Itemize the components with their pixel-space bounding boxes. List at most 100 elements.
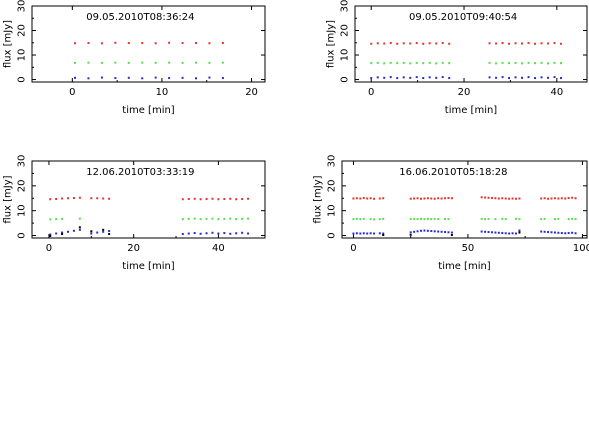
data-point (494, 218, 497, 221)
data-point (61, 197, 64, 200)
data-point (433, 197, 436, 200)
data-point (514, 76, 517, 79)
data-point (102, 230, 105, 233)
data-point (369, 218, 372, 221)
data-point (557, 197, 560, 200)
data-point (422, 62, 425, 65)
panel-timestamp: 09.05.2010T08:36:24 (86, 12, 194, 23)
data-point (370, 77, 373, 80)
data-point (527, 76, 530, 79)
x-tick-label: 20 (127, 243, 140, 254)
data-point (127, 61, 130, 64)
data-point (428, 42, 431, 45)
data-point (437, 197, 440, 200)
series-4 (49, 226, 111, 238)
data-point (389, 61, 392, 64)
data-point (560, 232, 563, 235)
data-point (114, 41, 117, 44)
data-point (547, 76, 550, 79)
data-point (534, 77, 537, 80)
y-tick-label: 10 (327, 204, 338, 217)
series-2 (49, 217, 250, 221)
data-point (441, 42, 444, 45)
data-point (247, 217, 250, 220)
data-point (564, 197, 567, 200)
data-point (488, 61, 491, 64)
data-point (501, 232, 504, 235)
data-point (547, 62, 550, 65)
panel-2: 0 20 40 0 10 20 30 time [min] flux [mJy] 09.05.20… (326, 0, 588, 116)
data-point (423, 197, 426, 200)
data-point (378, 232, 381, 235)
data-point (187, 198, 190, 201)
data-point (366, 197, 369, 200)
y-tick-label: 0 (17, 232, 28, 238)
data-point (501, 42, 504, 45)
data-point (564, 232, 567, 235)
data-point (389, 76, 392, 79)
data-point (514, 42, 517, 45)
data-point (352, 197, 355, 200)
y-axis-label: flux [mJy] (313, 175, 324, 223)
panel-4: 0 50 100 0 10 20 30 time [min] flux [mJy] 16.06.2… (313, 155, 589, 272)
data-point (208, 61, 211, 64)
data-point (78, 226, 81, 229)
series-2 (352, 217, 577, 221)
data-point (518, 218, 521, 221)
data-point (355, 217, 358, 220)
data-point (487, 231, 490, 234)
data-point (553, 76, 556, 79)
data-point (553, 42, 556, 45)
data-point (102, 228, 105, 231)
data-point (383, 76, 386, 79)
data-point (409, 233, 412, 236)
data-point (416, 218, 419, 221)
data-point (527, 61, 530, 64)
data-point (211, 217, 214, 220)
data-point (422, 42, 425, 45)
data-point (527, 42, 530, 45)
series-1 (74, 41, 224, 45)
data-point (433, 217, 436, 220)
data-point (181, 233, 184, 236)
data-point (114, 61, 117, 64)
data-point (428, 61, 431, 64)
data-point (444, 231, 447, 234)
data-point (154, 76, 157, 79)
data-point (168, 61, 171, 64)
data-point (435, 76, 438, 79)
data-point (376, 42, 379, 45)
data-point (67, 230, 70, 233)
x-tick-label: 0 (350, 243, 356, 254)
data-point (396, 42, 399, 45)
data-point (440, 230, 443, 233)
series-3 (352, 229, 577, 235)
data-point (571, 231, 574, 234)
x-tick-label: 0 (46, 243, 52, 254)
data-point (100, 42, 103, 45)
x-tick-label: 50 (462, 243, 475, 254)
data-point (205, 198, 208, 201)
data-point (223, 217, 226, 220)
data-point (199, 198, 202, 201)
data-point (557, 231, 560, 234)
data-point (447, 218, 450, 221)
data-point (484, 230, 487, 233)
data-point (78, 196, 81, 199)
data-point (518, 229, 521, 232)
data-point (241, 217, 244, 220)
data-point (217, 218, 220, 221)
data-point (444, 197, 447, 200)
data-point (127, 76, 130, 79)
x-axis-label: time [min] (122, 261, 175, 272)
data-point (235, 218, 238, 221)
x-axis-label: time [min] (445, 105, 498, 116)
y-tick-label: 20 (327, 179, 338, 192)
data-point (87, 61, 90, 64)
data-point (383, 62, 386, 65)
data-point (560, 197, 563, 200)
data-point (550, 197, 553, 200)
data-point (108, 197, 111, 200)
series-3 (49, 228, 250, 236)
panel-timestamp: 12.06.2010T03:33:19 (86, 167, 194, 178)
